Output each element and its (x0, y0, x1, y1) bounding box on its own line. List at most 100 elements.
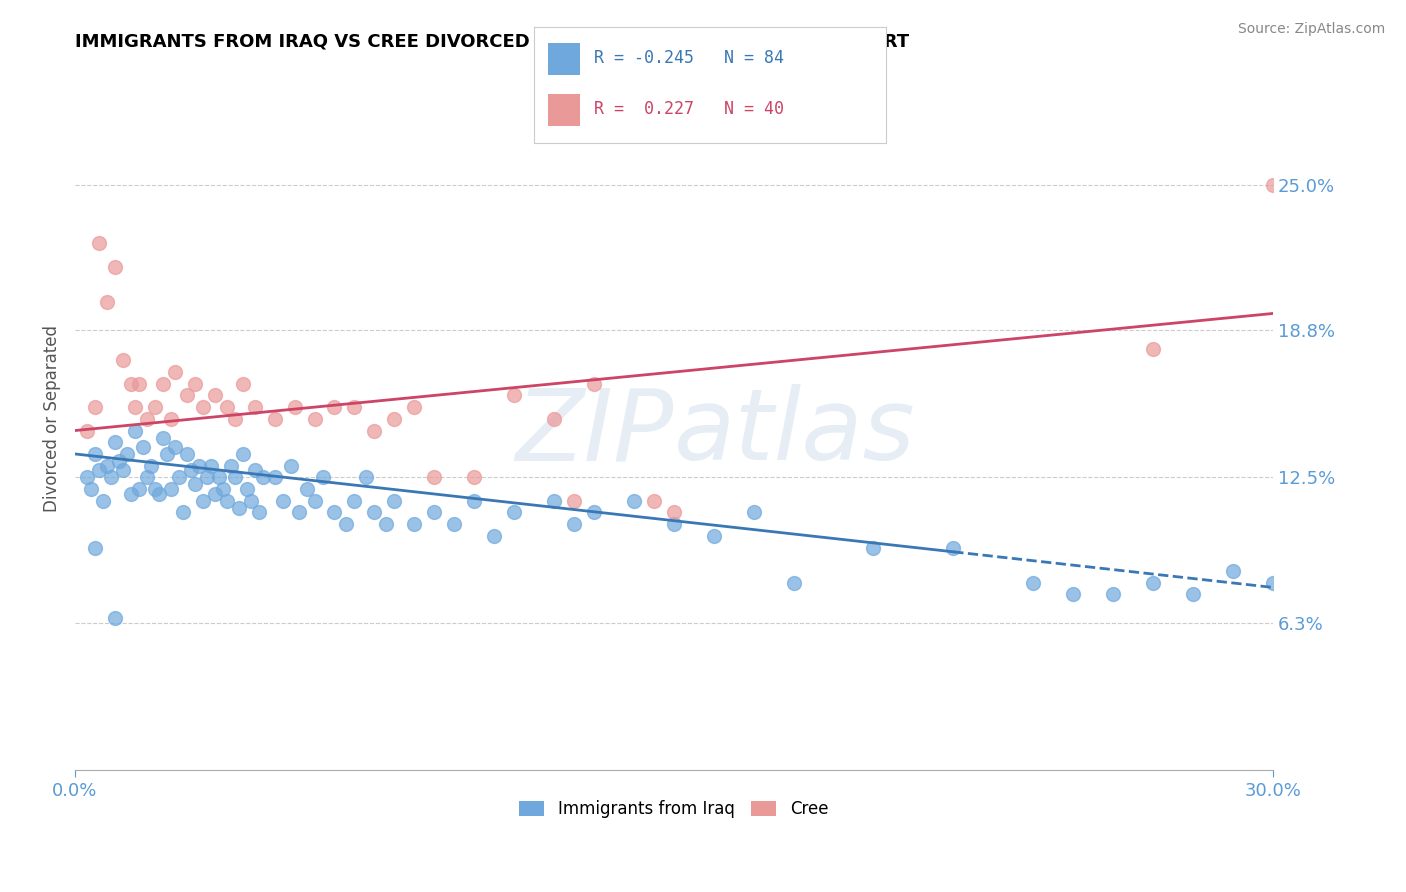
Point (423, 470, 446, 484)
Bar (548, 94, 579, 127)
Point (96, 458, 118, 473)
Point (404, 400, 426, 414)
Point (643, 493, 665, 508)
Point (304, 493, 326, 508)
Text: atlas: atlas (673, 384, 915, 482)
Point (232, 447, 254, 461)
Point (543, 493, 565, 508)
Point (219, 458, 242, 473)
Point (295, 482, 318, 496)
Bar (548, 43, 579, 76)
Point (111, 353, 134, 368)
Point (263, 470, 285, 484)
Point (172, 506, 194, 520)
Point (91, 493, 114, 508)
Point (124, 424, 146, 438)
Point (156, 447, 179, 461)
Point (224, 470, 246, 484)
Point (287, 506, 309, 520)
Text: IMMIGRANTS FROM IRAQ VS CREE DIVORCED OR SEPARATED CORRELATION CHART: IMMIGRANTS FROM IRAQ VS CREE DIVORCED OR… (75, 33, 910, 51)
Point (76, 424, 98, 438)
Point (204, 487, 226, 501)
Point (1022, 575, 1045, 590)
Point (356, 470, 378, 484)
Point (623, 493, 645, 508)
Point (132, 440, 155, 454)
Point (311, 470, 333, 484)
Point (159, 482, 181, 496)
Point (463, 470, 485, 484)
Point (782, 575, 804, 590)
Point (139, 458, 162, 473)
Point (243, 463, 266, 477)
Point (184, 477, 207, 491)
Point (503, 388, 526, 402)
Point (100, 470, 122, 484)
Point (87, 236, 110, 251)
Point (195, 470, 218, 484)
Point (343, 493, 366, 508)
Point (1142, 575, 1164, 590)
Point (662, 506, 685, 520)
Point (152, 431, 174, 445)
Point (84, 400, 107, 414)
Point (271, 493, 294, 508)
Point (208, 470, 231, 484)
Point (211, 482, 233, 496)
Point (1062, 587, 1084, 601)
Point (284, 400, 307, 414)
Point (184, 376, 207, 391)
Point (167, 470, 190, 484)
Point (443, 517, 465, 532)
Point (243, 400, 266, 414)
Point (562, 517, 585, 532)
Point (163, 365, 186, 379)
Point (1142, 342, 1164, 356)
Point (582, 506, 605, 520)
Point (1261, 575, 1284, 590)
Legend: Immigrants from Iraq, Cree: Immigrants from Iraq, Cree (513, 794, 835, 825)
Point (104, 260, 127, 274)
Point (862, 541, 884, 555)
Point (135, 412, 157, 426)
Point (108, 454, 131, 468)
Point (363, 506, 385, 520)
Point (187, 458, 209, 473)
Point (128, 376, 150, 391)
Point (215, 400, 238, 414)
Point (335, 517, 357, 532)
Point (363, 424, 385, 438)
Point (87, 463, 110, 477)
Text: ZIP: ZIP (516, 384, 673, 482)
Point (482, 529, 505, 543)
Point (163, 440, 186, 454)
Point (224, 412, 246, 426)
Point (76, 470, 98, 484)
Point (84, 541, 107, 555)
Point (176, 388, 198, 402)
Point (176, 447, 198, 461)
Point (375, 517, 398, 532)
Point (1222, 564, 1244, 578)
Point (111, 463, 134, 477)
Point (135, 470, 157, 484)
Point (742, 506, 765, 520)
Point (263, 412, 285, 426)
Point (304, 412, 326, 426)
Point (228, 500, 250, 515)
Point (200, 458, 222, 473)
Point (582, 376, 605, 391)
Point (204, 388, 226, 402)
Point (96, 294, 118, 309)
Point (280, 458, 302, 473)
Point (235, 482, 257, 496)
Point (128, 482, 150, 496)
Point (84, 447, 107, 461)
Point (215, 493, 238, 508)
Point (543, 412, 565, 426)
Point (1181, 587, 1204, 601)
Text: Source: ZipAtlas.com: Source: ZipAtlas.com (1237, 22, 1385, 37)
Point (1102, 587, 1125, 601)
Point (104, 435, 127, 450)
Point (1261, 178, 1284, 192)
